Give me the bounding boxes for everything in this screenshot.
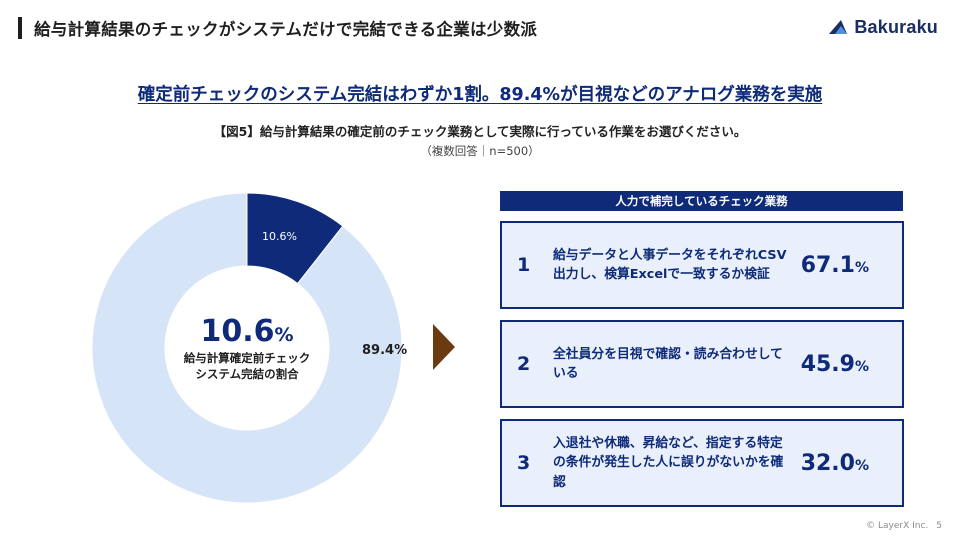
footer-page-number: 5	[936, 521, 942, 531]
task-text: 給与データと人事データをそれぞれCSV出力し、検算Excelで一致するか検証	[553, 247, 787, 282]
figure-caption: 【図5】給与計算結果の確定前のチェック業務として実際に行っている作業をお選びくだ…	[213, 124, 747, 139]
center-label: 給与計算確定前チェック システム完結の割合	[162, 350, 332, 383]
center-unit: %	[274, 324, 294, 346]
center-percentage: 10.6%	[172, 314, 322, 349]
center-label-text: 給与計算確定前チェック システム完結の割合	[183, 351, 311, 382]
task-card-2: 2 全社員分を目視で確認・読み合わせしている 45.9%	[500, 320, 904, 408]
center-value: 10.6	[200, 314, 275, 349]
footer: © LayerX Inc. 5	[866, 521, 942, 531]
task-value: 67.1	[800, 252, 855, 278]
slice-label-manual: 89.4%	[362, 343, 408, 358]
arrow-right-icon	[433, 324, 455, 370]
task-unit: %	[854, 457, 869, 474]
title-accent-bar	[18, 17, 22, 39]
brand-logo: Bakuraku	[827, 16, 938, 38]
figure-note: （複数回答｜n=500）	[420, 144, 540, 158]
headline-text: 確定前チェックのシステム完結はわずか1割。89.4%が目視などのアナログ業務を実…	[137, 85, 823, 105]
task-rank: 3	[517, 452, 531, 474]
task-value: 45.9	[800, 351, 855, 377]
task-percentage: 32.0%	[801, 421, 869, 505]
task-unit: %	[854, 259, 869, 276]
task-value: 32.0	[800, 450, 855, 476]
task-text: 入退社や休職、昇給など、指定する特定の条件が発生した人に誤りがないかを確認	[553, 436, 784, 490]
task-rank: 2	[517, 353, 531, 375]
donut-slice-2	[92, 192, 402, 504]
slide-title: 給与計算結果のチェックがシステムだけで完結できる企業は少数派	[34, 20, 538, 39]
task-percentage: 45.9%	[801, 322, 869, 406]
task-percentage: 67.1%	[801, 223, 869, 307]
task-card-3: 3 入退社や休職、昇給など、指定する特定の条件が発生した人に誤りがないかを確認 …	[500, 419, 904, 507]
donut-chart	[92, 192, 402, 504]
task-rank: 1	[517, 254, 531, 276]
task-unit: %	[854, 358, 869, 375]
task-panel-header: 人力で補完しているチェック業務	[500, 191, 903, 211]
headline: 確定前チェックのシステム完結はわずか1割。89.4%が目視などのアナログ業務を実…	[0, 81, 960, 106]
bakuraku-logo-icon	[829, 20, 848, 34]
task-card-1: 1 給与データと人事データをそれぞれCSV出力し、検算Excelで一致するか検証…	[500, 221, 904, 309]
footer-copyright: © LayerX Inc.	[866, 521, 929, 531]
task-text: 全社員分を目視で確認・読み合わせしている	[553, 346, 783, 381]
slice-label-system: 10.6%	[262, 230, 297, 243]
logo-text: Bakuraku	[854, 16, 938, 37]
